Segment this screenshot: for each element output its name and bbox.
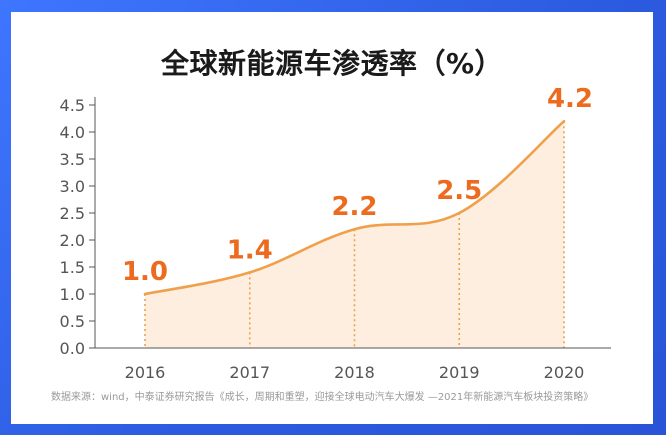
data-label: 1.4: [227, 235, 273, 265]
y-tick-label: 4.0: [60, 123, 85, 142]
y-tick-label: 0.5: [60, 312, 85, 331]
y-tick-label: 1.5: [60, 258, 85, 277]
x-tick-label: 2019: [439, 363, 480, 382]
y-tick-label: 3.0: [60, 177, 85, 196]
x-tick-label: 2017: [229, 363, 270, 382]
chart-title: 全球新能源车渗透率（%）: [160, 47, 504, 80]
area-chart: 0.0 0.5 1.0 1.5 2.0 2.5 3.0 3.5 4.0 4.5 2016 2017 2…: [60, 84, 611, 382]
x-tick-label: 2018: [334, 363, 375, 382]
x-tick-label: 2016: [125, 363, 166, 382]
source-note: 数据来源：wind，中泰证券研究报告《成长，周期和重塑，迎接全球电动汽车大爆发 …: [51, 392, 594, 403]
y-tick-label: 1.0: [60, 285, 85, 304]
data-label: 2.5: [436, 176, 482, 206]
chart-card: 全球新能源车渗透率（%） 0.0 0.5 1.0 1.5 2.0 2.5 3.0 3.5 4.0…: [11, 12, 653, 424]
data-label: 4.2: [547, 84, 593, 114]
series-line: [143, 119, 566, 296]
y-tick-label: 0.0: [60, 339, 85, 358]
data-label: 2.2: [331, 192, 377, 222]
data-label: 1.0: [122, 257, 168, 287]
x-tick-label: 2020: [544, 363, 585, 382]
y-tick-label: 4.5: [60, 96, 85, 115]
y-tick-label: 2.0: [60, 231, 85, 250]
y-tick-label: 2.5: [60, 204, 85, 223]
y-tick-label: 3.5: [60, 150, 85, 169]
